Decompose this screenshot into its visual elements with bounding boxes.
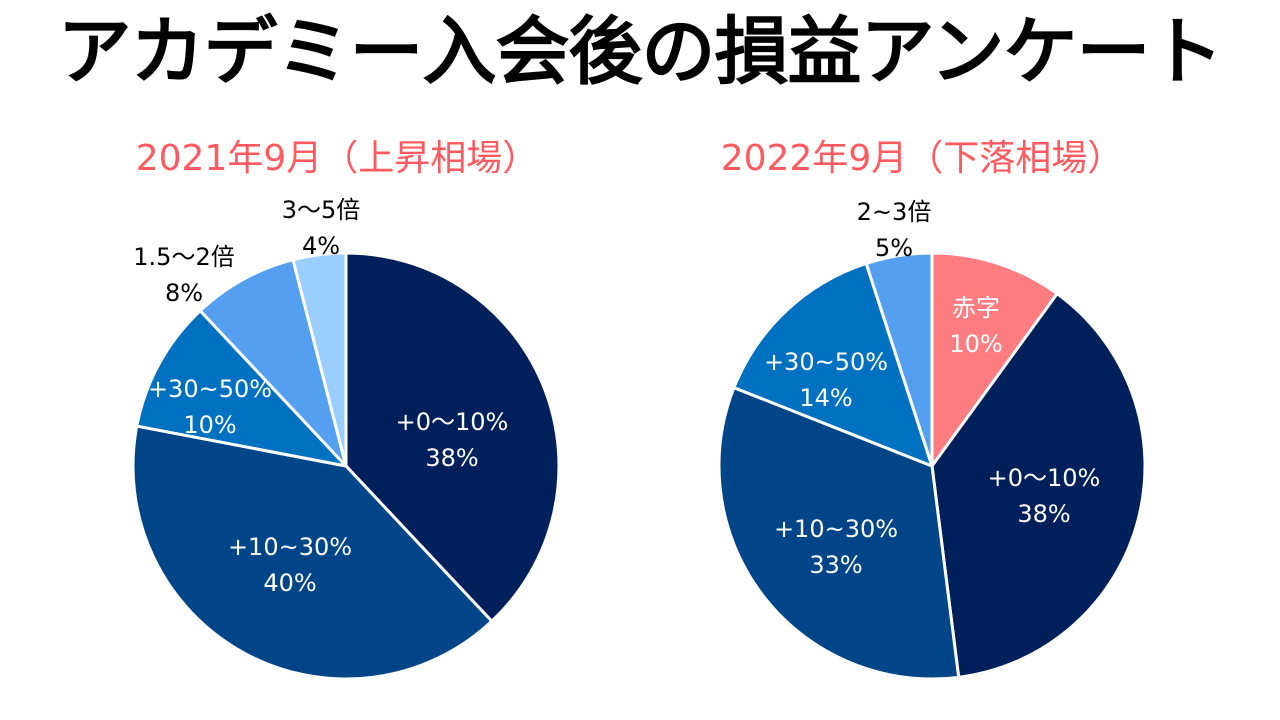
slice-label: +0〜10% xyxy=(396,408,509,436)
chart-title: 2022年9月（下落相場） xyxy=(721,138,1124,179)
slice-label: +10~30% xyxy=(228,533,352,561)
slice-value-label: 33% xyxy=(809,551,862,579)
slice-value-label: 10% xyxy=(949,330,1002,358)
page-title: アカデミー入会後の損益アンケート xyxy=(57,9,1223,95)
slice-value-label: 38% xyxy=(1017,500,1070,528)
pie-slice xyxy=(344,251,561,623)
slice-value-label: 5% xyxy=(875,234,913,262)
slice-value-label: 8% xyxy=(165,279,203,307)
pie-chart-1: 2021年9月（上昇相場） +0〜10% 38% +10~30% 40% +30~50% 1… xyxy=(131,138,561,681)
pie-slice xyxy=(930,251,1059,468)
slice-label: +10~30% xyxy=(774,515,898,543)
slice-value-label: 10% xyxy=(183,411,236,439)
slice-value-label: 4% xyxy=(302,232,340,260)
slice-label: +0〜10% xyxy=(988,464,1101,492)
pie-chart-2: 2022年9月（下落相場） 赤字 10% +0〜10% 38% +10~30% 33% +30… xyxy=(717,138,1147,681)
slice-label: 1.5〜2倍 xyxy=(133,243,234,271)
slice-value-label: 14% xyxy=(799,384,852,412)
slice-label: 赤字 xyxy=(952,294,1000,322)
slice-label: 3〜5倍 xyxy=(282,196,361,224)
slice-value-label: 40% xyxy=(263,569,316,597)
slice-label: 2~3倍 xyxy=(857,198,932,226)
slice-value-label: 38% xyxy=(425,444,478,472)
chart-title: 2021年9月（上昇相場） xyxy=(136,138,539,179)
pie-slice xyxy=(717,386,961,681)
slice-label: +30~50% xyxy=(148,375,272,403)
pie-slice xyxy=(930,292,1147,679)
pie-slice xyxy=(864,251,934,468)
pie-slice xyxy=(198,258,348,468)
pie-slice xyxy=(135,309,348,468)
pie-slice xyxy=(291,251,348,468)
pie-slice xyxy=(131,424,494,681)
slice-label: +30~50% xyxy=(764,348,888,376)
